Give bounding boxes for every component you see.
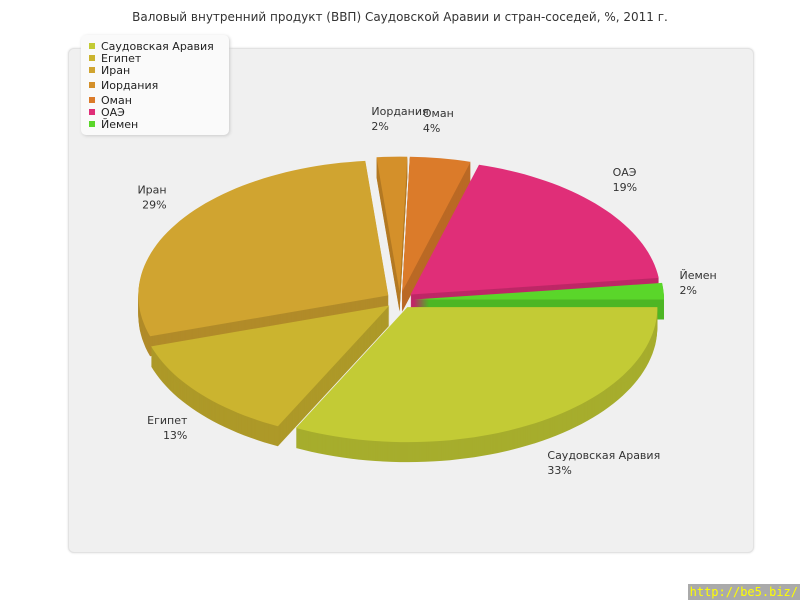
legend-swatch [89,55,95,61]
legend-label: Египет [101,52,142,65]
legend-item[interactable]: Египет [89,53,141,65]
slice-value-label: 29% [142,198,166,211]
legend-label: ОАЭ [101,106,125,119]
slice-category-label: Иордания [371,105,428,118]
pie-slice-top [402,156,471,292]
pie-slice[interactable] [295,307,658,463]
legend-swatch [89,97,95,103]
legend-swatch [89,43,95,49]
slice-value-label: 33% [547,464,571,477]
pie-slice-top [376,156,408,292]
legend-swatch [89,67,95,73]
pie-slice[interactable] [138,160,389,357]
legend-item[interactable]: Иран [89,65,130,77]
pie-slice-top [295,307,658,443]
legend-item[interactable]: Оман [89,95,132,107]
legend-item[interactable]: Саудовская Аравия [89,41,214,53]
pie-slice[interactable] [376,156,408,312]
slice-value-label: 13% [163,429,187,442]
pie-slice[interactable] [151,305,390,447]
pie-slice-top [413,282,664,300]
legend-swatch [89,82,95,88]
legend-item[interactable]: ОАЭ [89,107,125,119]
legend-label: Иран [101,64,131,77]
slice-value-label: 2% [680,284,697,297]
slice-category-label: Иран [137,183,166,196]
slice-value-label: 19% [613,181,637,194]
legend-item[interactable]: Иордания [89,80,158,92]
legend: Саудовская Аравия Египет Иран Иордания Оман О… [81,35,229,135]
watermark-link[interactable]: http://be5.biz/ [687,584,800,600]
pie-slice-top [410,164,659,295]
legend-label: Саудовская Аравия [101,40,214,53]
slice-category-label: Йемен [680,269,717,282]
pie-slice[interactable] [410,164,659,315]
chart-title: Валовый внутренний продукт (ВВП) Саудовс… [132,10,668,24]
slice-category-label: Саудовская Аравия [547,449,660,462]
legend-item[interactable]: Йемен [89,119,138,131]
legend-label: Йемен [101,118,139,131]
pie-slice-top [138,160,389,337]
legend-label: Иордания [101,79,159,92]
legend-label: Оман [101,94,132,107]
slice-category-label: Оман [423,107,454,120]
legend-swatch [89,109,95,115]
pie-slice[interactable] [402,156,471,312]
slice-value-label: 4% [423,122,440,135]
pie-slice-top [151,305,390,427]
legend-swatch [89,121,95,127]
slice-category-label: ОАЭ [613,166,637,179]
slice-category-label: Египет [147,414,188,427]
slice-value-label: 2% [371,120,388,133]
